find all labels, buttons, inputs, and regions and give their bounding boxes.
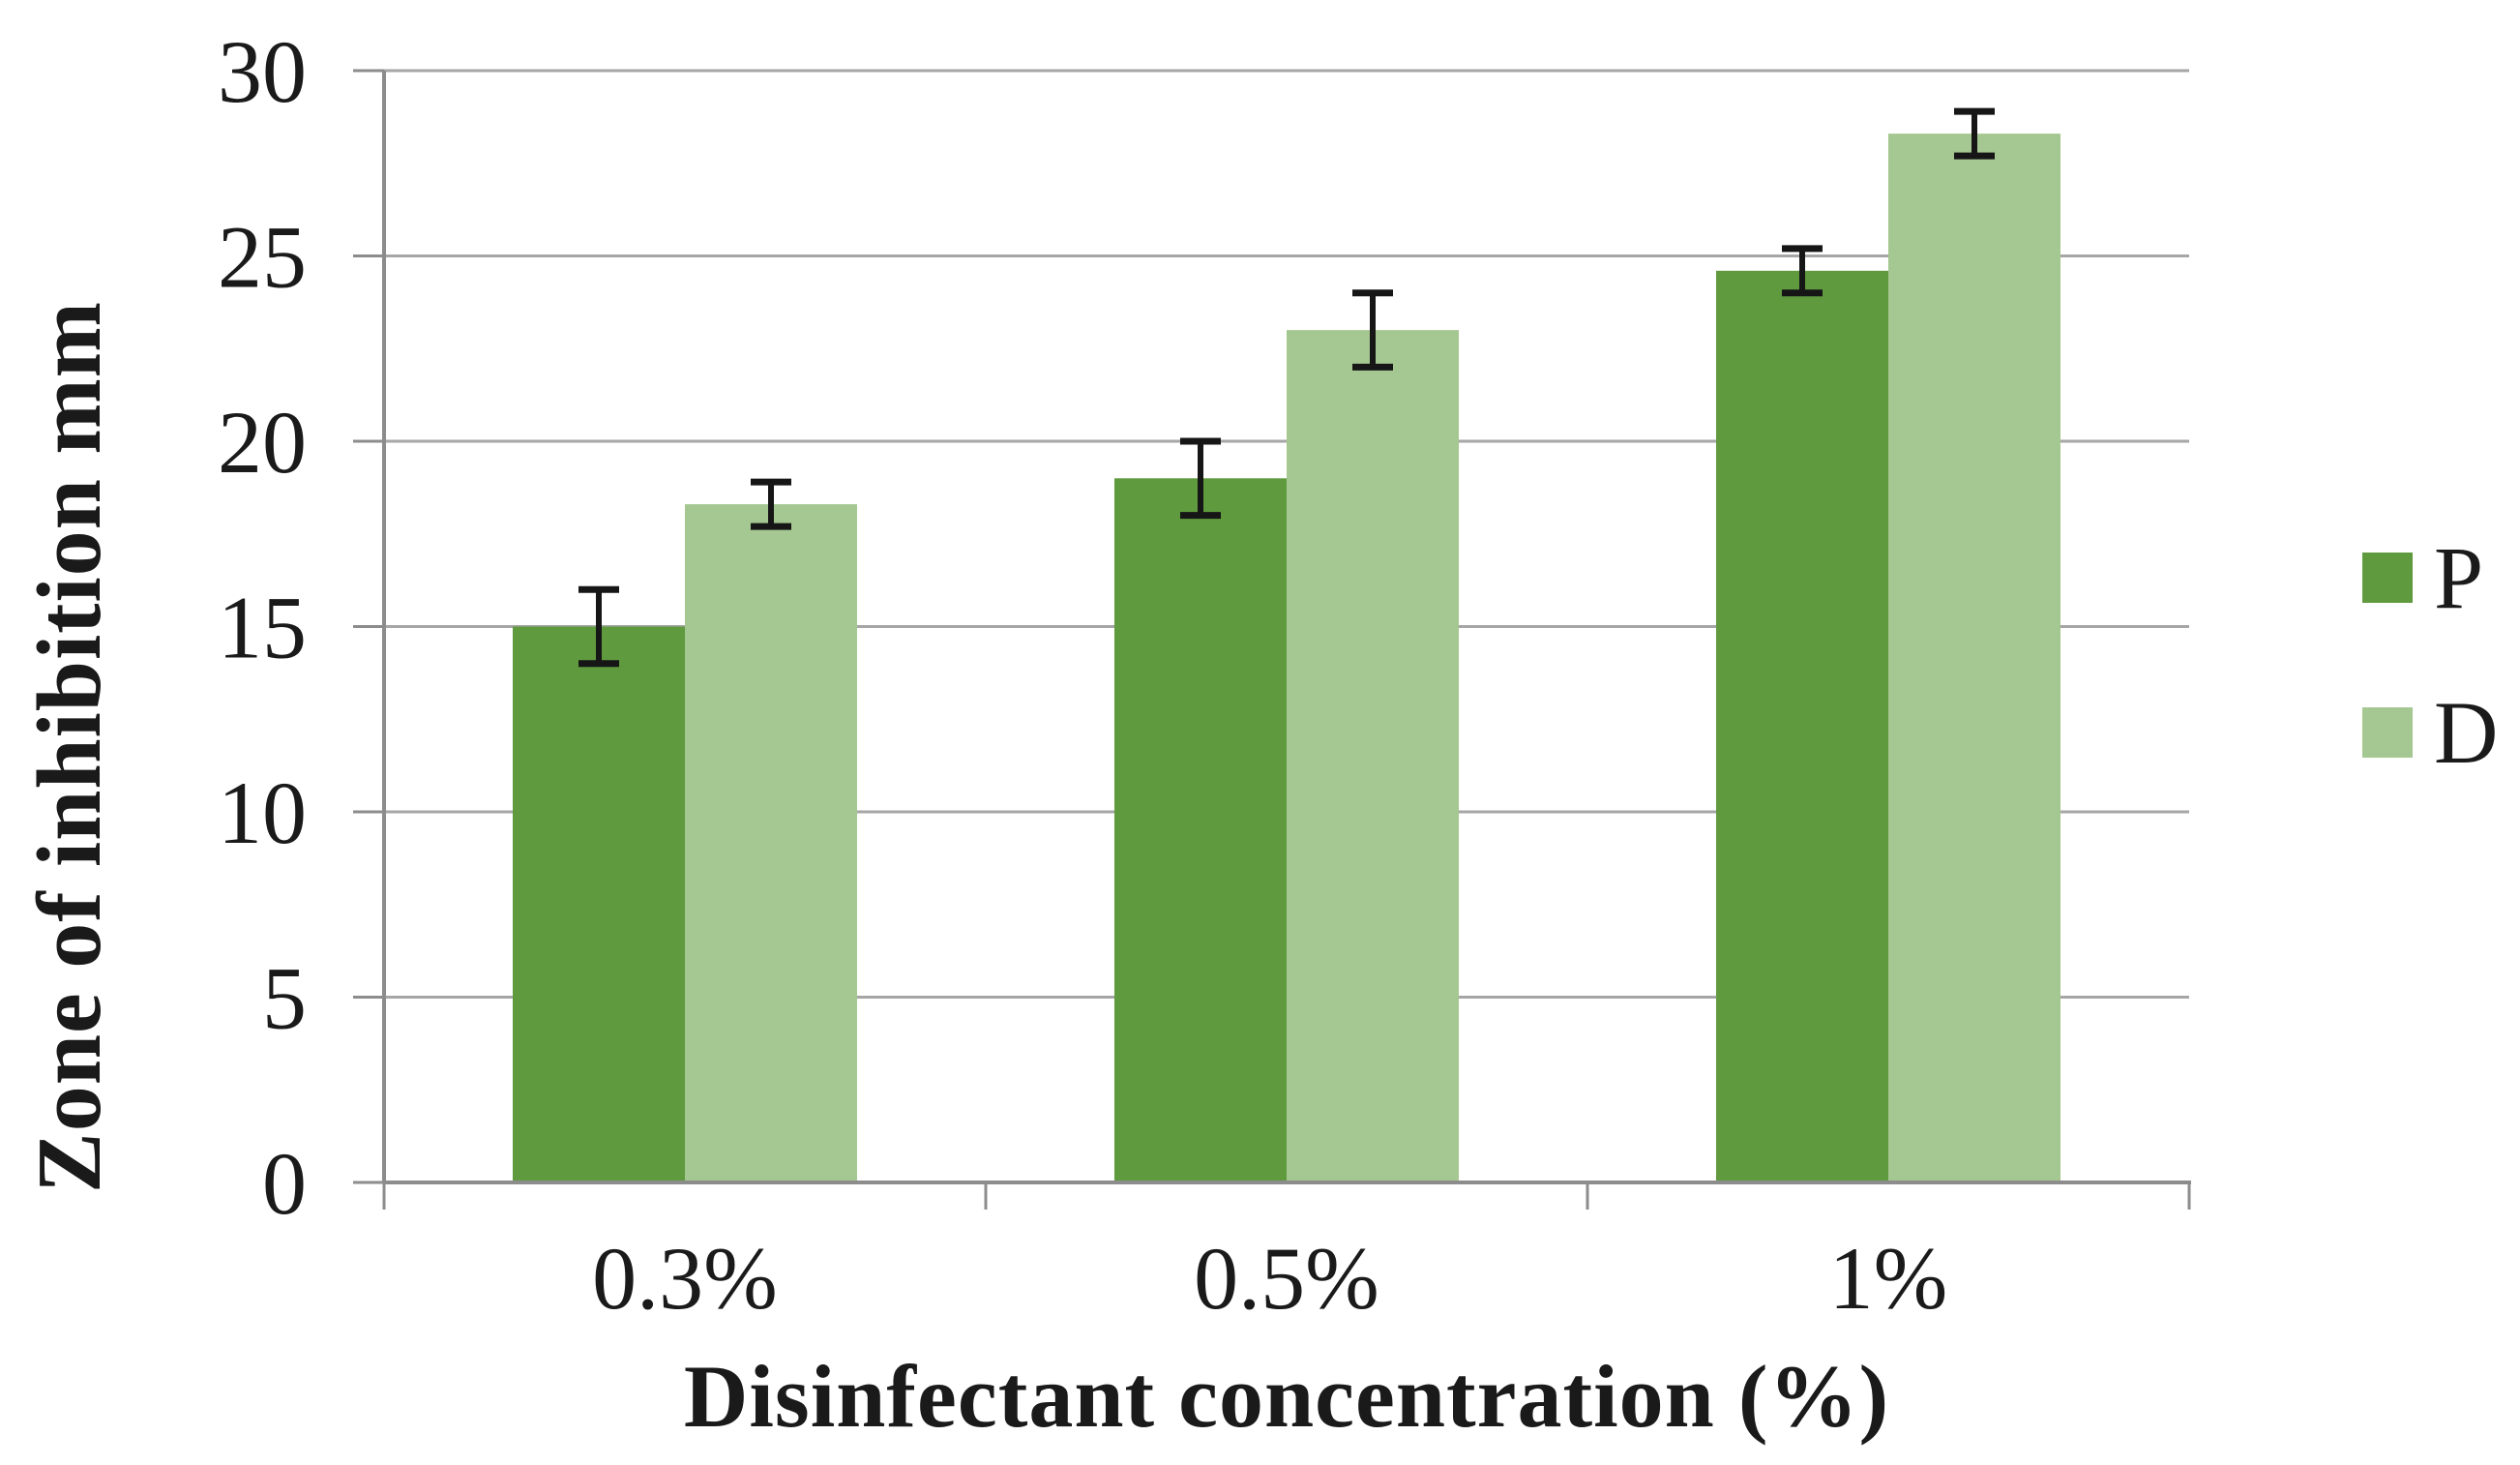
y-tick-label-20: 20: [218, 393, 307, 492]
bar-D-1%: [1888, 134, 2060, 1183]
bar-P-1%: [1716, 270, 1888, 1182]
error-bar-P-0.3%: [578, 585, 619, 668]
error-bar-D-0.5%: [1352, 289, 1393, 371]
bar-P-0.3%: [513, 626, 685, 1182]
y-tick-label-30: 30: [218, 22, 307, 121]
tick-labels: 0 5 10 15 20 25 30 0.3% 0.5% 1%: [218, 22, 1947, 1328]
legend-swatch-p-icon: [2362, 553, 2413, 603]
legend-label-d: D: [2434, 683, 2499, 782]
error-bar-D-0.3%: [751, 478, 791, 530]
y-axis-title: Zone of inhibition mm: [19, 301, 120, 1193]
bar-P-0.5%: [1114, 478, 1287, 1182]
bar-D-0.3%: [685, 504, 857, 1182]
legend-item-d: D: [2362, 688, 2498, 777]
x-tick-label-0.3%: 0.3%: [592, 1229, 778, 1328]
error-bar-D-1%: [1954, 107, 1995, 160]
legend-label-p: P: [2434, 528, 2484, 627]
x-tick-label-0.5%: 0.5%: [1194, 1229, 1379, 1328]
y-tick-label-25: 25: [218, 208, 307, 307]
bars: [513, 134, 2060, 1183]
legend-item-p: P: [2362, 533, 2483, 622]
y-tick-label-15: 15: [218, 579, 307, 677]
x-axis-title: Disinfectant concentration (%): [683, 1347, 1890, 1446]
legend-swatch-d-icon: [2362, 707, 2413, 758]
error-bar-P-0.5%: [1180, 437, 1221, 520]
error-bar-P-1%: [1782, 245, 1823, 297]
x-tick-label-1%: 1%: [1829, 1229, 1948, 1328]
error-bars: [578, 107, 1995, 668]
axes: [353, 69, 2191, 1210]
y-tick-label-5: 5: [262, 949, 307, 1048]
y-tick-label-0: 0: [262, 1134, 307, 1233]
bar-D-0.5%: [1287, 330, 1459, 1183]
y-tick-label-10: 10: [218, 763, 307, 862]
